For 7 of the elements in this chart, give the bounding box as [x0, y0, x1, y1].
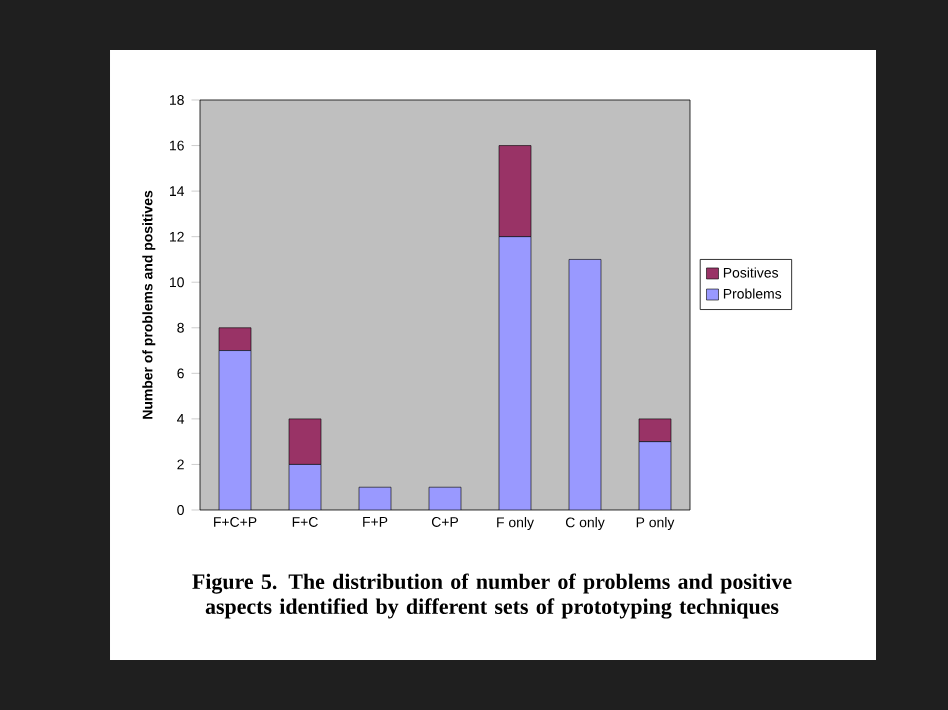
bar — [498, 236, 532, 510]
bar — [288, 418, 322, 465]
bar — [288, 464, 322, 510]
bar — [638, 441, 672, 510]
caption: Figure 5. The distribution of number of problems and positive aspects identified by different sets of prototyping techniques — [192, 573, 792, 619]
bar — [568, 259, 602, 510]
bar — [218, 350, 252, 510]
